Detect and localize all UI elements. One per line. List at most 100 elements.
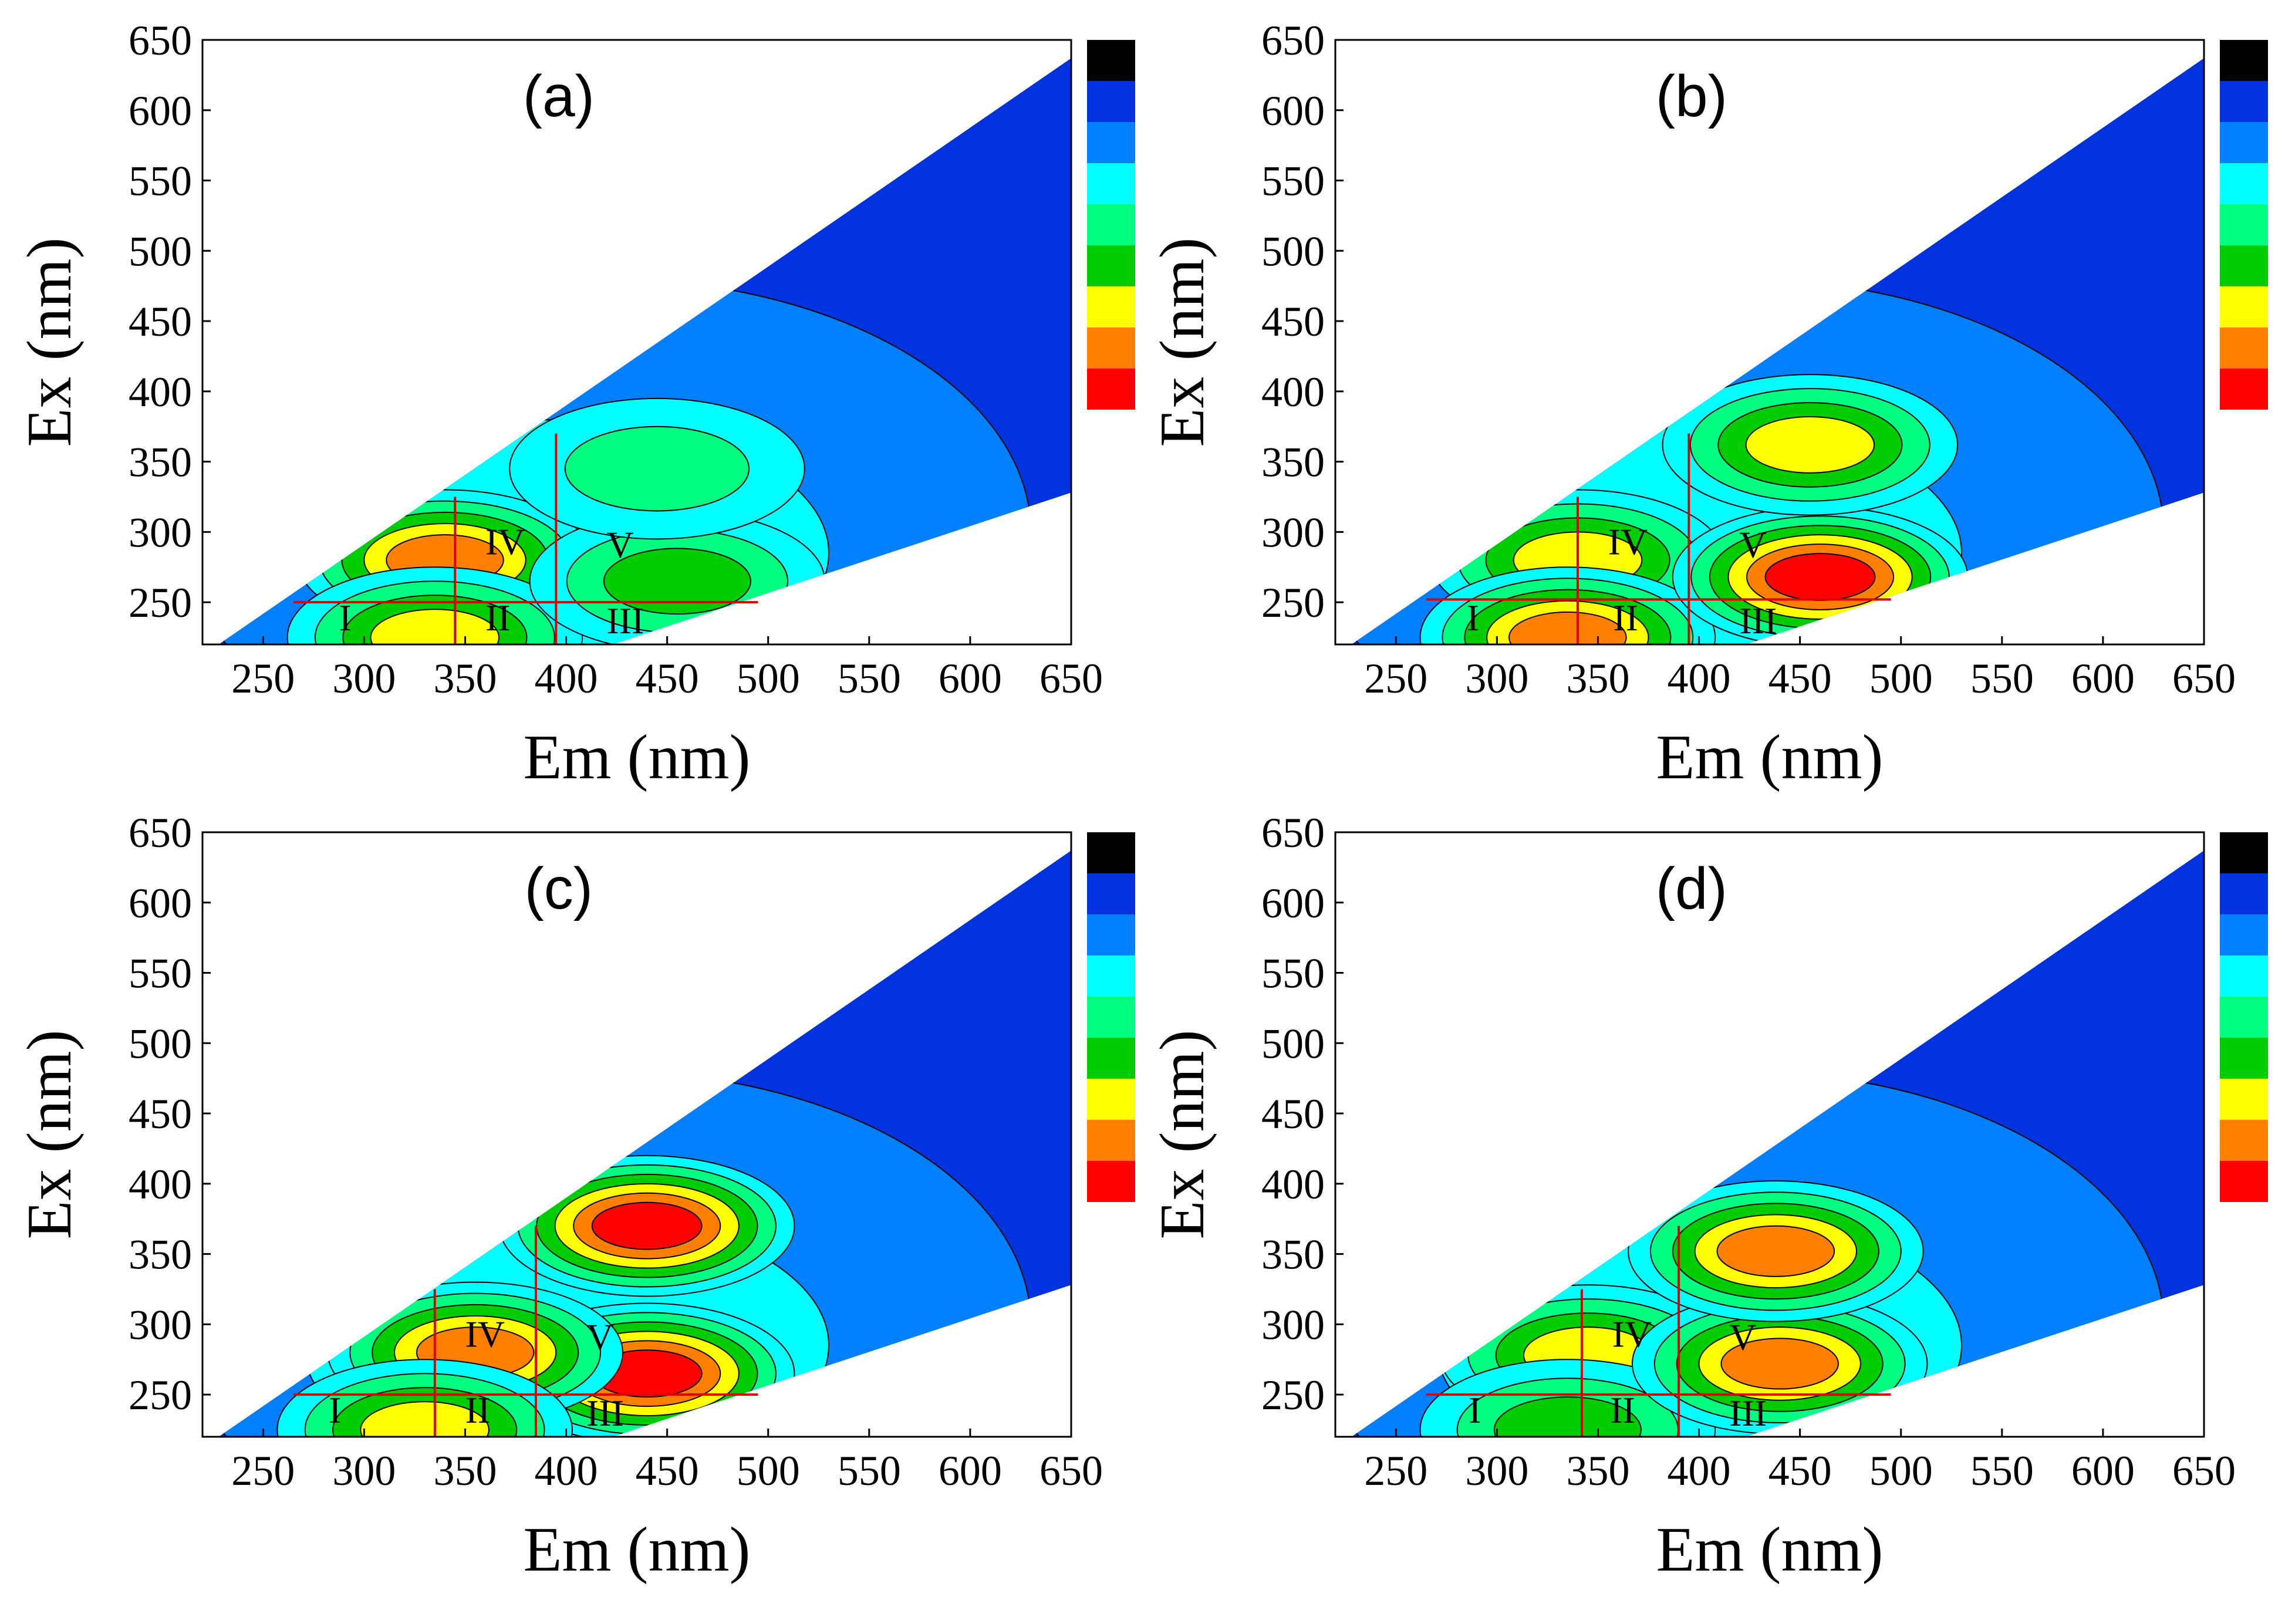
x-tick-label: 550 <box>838 655 901 702</box>
x-axis-title: Em (nm) <box>524 1515 751 1585</box>
region-label-1: I <box>329 1389 341 1431</box>
colorbar-swatch <box>1087 1038 1135 1079</box>
peak-4-contour <box>1745 416 1875 474</box>
peak-4-contour <box>564 426 750 512</box>
x-tick-label: 600 <box>939 655 1002 702</box>
y-tick-label: 350 <box>1261 1231 1325 1278</box>
region-label-5: V <box>586 1316 613 1358</box>
peak-2-contour <box>1508 611 1627 645</box>
x-tick-label: 300 <box>1465 1447 1528 1494</box>
plot-frame <box>201 39 1072 646</box>
x-tick-label: 450 <box>1768 655 1832 702</box>
region-label-1: I <box>339 597 351 639</box>
y-tick-label: 500 <box>129 1020 192 1067</box>
panel-label: (d) <box>1656 856 1727 921</box>
colorbar-swatch <box>2220 245 2268 286</box>
x-tick-label: 650 <box>2172 655 2236 702</box>
colorbar <box>2220 832 2268 1202</box>
x-tick-label: 400 <box>535 655 598 702</box>
colorbar <box>1087 832 1135 1202</box>
x-axis-title: Em (nm) <box>1656 722 1884 792</box>
y-tick-label: 300 <box>129 509 192 556</box>
y-axis-title: Ex (nm) <box>1147 238 1217 447</box>
x-tick-label: 250 <box>231 1447 295 1494</box>
region-dividers <box>1426 433 1891 644</box>
region-label-4: IV <box>465 1314 505 1355</box>
peak-4-contour <box>1716 1225 1835 1277</box>
x-tick-label: 500 <box>1869 1447 1933 1494</box>
colorbar-swatch <box>2220 81 2268 122</box>
colorbar-swatch <box>1087 997 1135 1038</box>
colorbar-swatch <box>2220 286 2268 327</box>
y-tick-label: 450 <box>1261 298 1325 345</box>
contour-field <box>1351 850 2204 1437</box>
colorbar <box>2220 40 2268 410</box>
colorbar-swatch <box>2220 1120 2268 1161</box>
y-tick-label: 450 <box>129 1090 192 1137</box>
region-label-2: II <box>1610 1389 1635 1431</box>
y-axis-title: Ex (nm) <box>1147 1030 1217 1240</box>
colorbar-swatch <box>1087 1079 1135 1120</box>
peak-3-contour <box>603 548 751 615</box>
colorbar-swatch <box>1087 873 1135 914</box>
y-tick-label: 250 <box>129 579 192 626</box>
x-tick-label: 450 <box>636 655 699 702</box>
y-tick-label: 400 <box>129 1161 192 1208</box>
colorbar-swatch <box>2220 873 2268 914</box>
colorbar-swatch <box>2220 997 2268 1038</box>
region-label-4: IV <box>1612 1314 1652 1355</box>
region-label-5: V <box>1739 524 1766 565</box>
y-tick-label: 550 <box>1261 158 1325 205</box>
colorbar-swatch <box>2220 40 2268 81</box>
colorbar-swatch <box>2220 1079 2268 1120</box>
x-tick-label: 450 <box>1768 1447 1832 1494</box>
y-tick-label: 350 <box>129 1231 192 1278</box>
colorbar-swatch <box>1087 81 1135 122</box>
plot-frame <box>201 831 1072 1438</box>
y-tick-label: 500 <box>129 228 192 275</box>
x-tick-label: 400 <box>1668 1447 1731 1494</box>
region-dividers <box>293 1225 758 1437</box>
colorbar-swatch <box>1087 286 1135 327</box>
colorbar-swatch <box>1087 1161 1135 1202</box>
y-tick-label: 600 <box>129 87 192 134</box>
colorbar-swatch <box>2220 122 2268 163</box>
region-label-2: II <box>465 1389 490 1431</box>
colorbar-swatch <box>2220 327 2268 369</box>
x-tick-label: 250 <box>231 655 295 702</box>
y-tick-label: 600 <box>129 880 192 927</box>
y-tick-label: 350 <box>1261 439 1325 486</box>
colorbar-swatch <box>1087 122 1135 163</box>
y-tick-label: 300 <box>1261 1301 1325 1348</box>
colorbar-swatch <box>2220 914 2268 956</box>
x-tick-label: 400 <box>535 1447 598 1494</box>
region-label-4: IV <box>1608 521 1648 563</box>
colorbar-swatch <box>1087 327 1135 369</box>
colorbar-swatch <box>2220 956 2268 997</box>
y-tick-label: 300 <box>129 1301 192 1348</box>
plot-frame <box>1334 39 2205 646</box>
x-tick-label: 250 <box>1364 655 1427 702</box>
y-tick-label: 550 <box>1261 950 1325 997</box>
x-tick-label: 500 <box>737 1447 800 1494</box>
y-tick-label: 550 <box>129 950 192 997</box>
colorbar <box>1087 40 1135 410</box>
y-axis-title: Ex (nm) <box>15 1030 85 1240</box>
x-tick-label: 500 <box>737 655 800 702</box>
colorbar-swatch <box>2220 163 2268 204</box>
panel-label: (b) <box>1656 63 1727 129</box>
y-tick-label: 550 <box>129 158 192 205</box>
peak-2-contour <box>1493 1396 1642 1437</box>
y-axis-title: Ex (nm) <box>15 238 85 447</box>
colorbar-swatch <box>1087 914 1135 956</box>
x-tick-label: 250 <box>1364 1447 1427 1494</box>
contour-field <box>218 58 1071 645</box>
y-tick-label: 400 <box>129 369 192 416</box>
y-tick-label: 350 <box>129 439 192 486</box>
y-tick-label: 500 <box>1261 1020 1325 1067</box>
region-label-5: V <box>1729 1316 1756 1358</box>
